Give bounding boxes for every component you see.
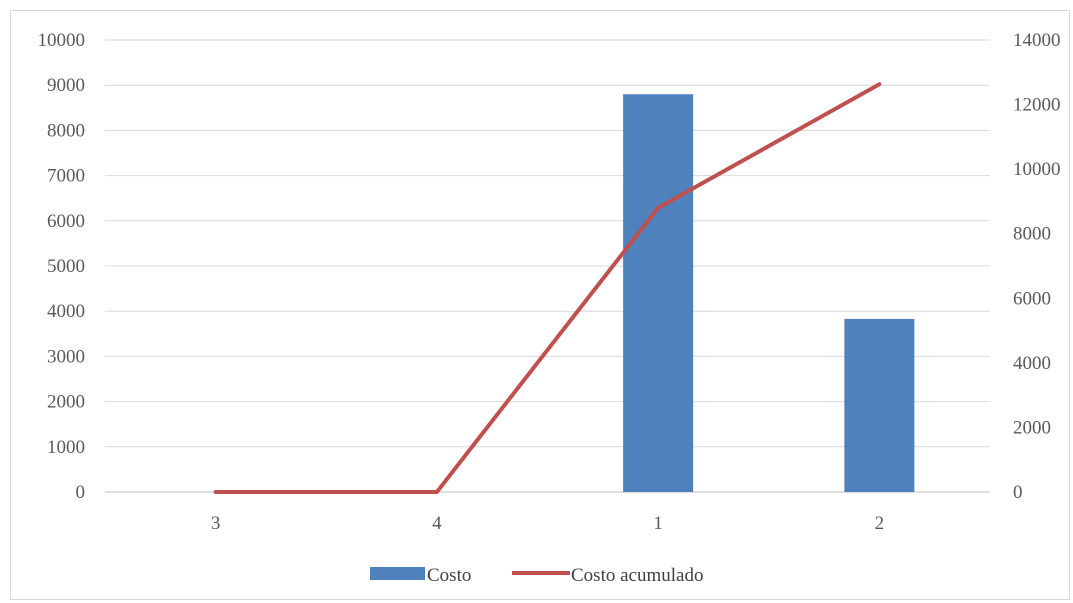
bar-series (623, 94, 915, 493)
y-tick-label-left: 5000 (47, 256, 85, 277)
legend-label-costo: Costo (427, 565, 471, 586)
x-tick-label: 3 (211, 513, 221, 534)
line-series (213, 82, 882, 494)
y-tick-label-left: 7000 (47, 166, 85, 187)
y-tick-label-left: 4000 (47, 301, 85, 322)
y-tick-label-left: 10000 (38, 30, 86, 51)
legend-swatch-costo (370, 567, 425, 580)
y-tick-label-right: 8000 (1013, 224, 1051, 245)
y-tick-label-right: 12000 (1013, 95, 1061, 116)
y-axis-right: 0 2000 4000 6000 8000 10000 12000 14000 (1013, 30, 1061, 503)
chart-frame (10, 10, 1070, 600)
y-tick-label-right: 4000 (1013, 353, 1051, 374)
x-tick-label: 4 (432, 513, 442, 534)
x-tick-label: 2 (875, 513, 885, 534)
y-tick-label-right: 0 (1013, 482, 1023, 503)
y-tick-label-right: 2000 (1013, 417, 1051, 438)
legend: Costo Costo acumulado (370, 565, 703, 586)
y-axis-left: 0 1000 2000 3000 4000 5000 6000 7000 8000 9000 100… (38, 30, 86, 503)
y-tick-label-right: 10000 (1013, 159, 1061, 180)
y-tick-label-right: 14000 (1013, 30, 1061, 51)
y-tick-label-left: 0 (76, 482, 86, 503)
line-path (213, 82, 882, 494)
y-tick-label-left: 8000 (47, 120, 85, 141)
bar (844, 318, 915, 492)
y-tick-label-right: 6000 (1013, 288, 1051, 309)
y-tick-label-left: 3000 (47, 346, 85, 367)
y-tick-label-left: 6000 (47, 211, 85, 232)
y-tick-label-left: 9000 (47, 75, 85, 96)
y-tick-label-left: 2000 (47, 392, 85, 413)
legend-label-costo-acumulado: Costo acumulado (571, 565, 703, 586)
x-axis: 3 4 1 2 (211, 513, 884, 534)
y-tick-label-left: 1000 (47, 437, 85, 458)
x-tick-label: 1 (653, 513, 663, 534)
bar (623, 94, 694, 493)
